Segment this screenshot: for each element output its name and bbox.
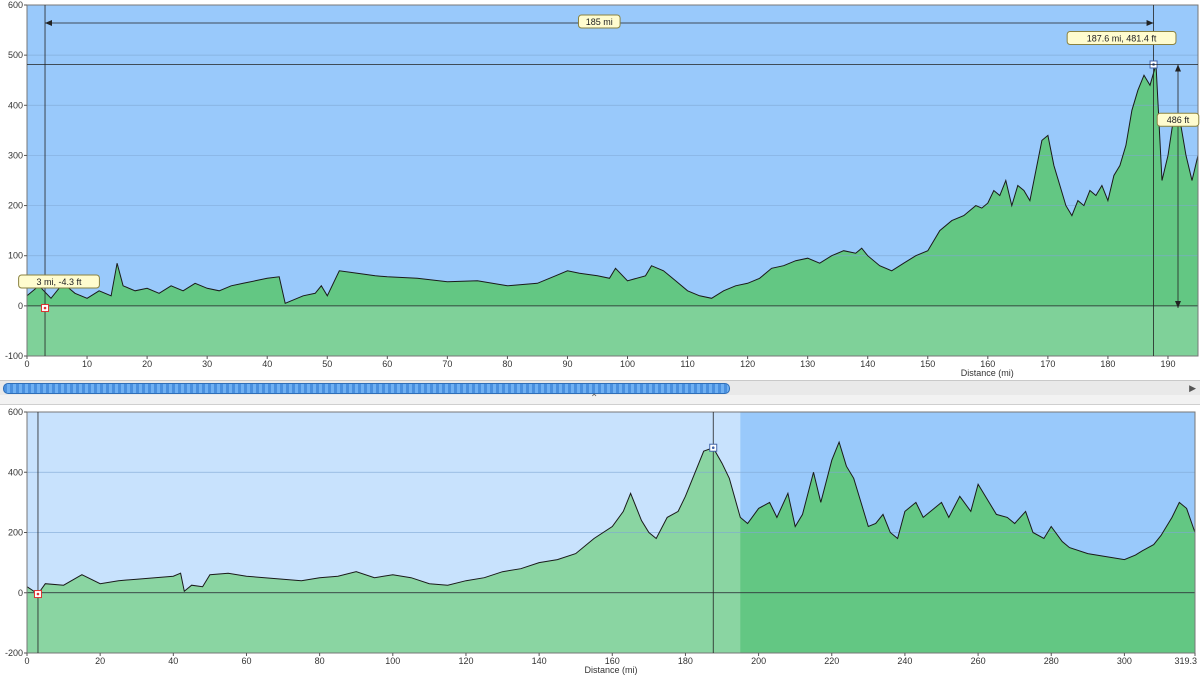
y-tick-label: 0 — [18, 301, 23, 311]
x-tick-label: 110 — [680, 359, 694, 369]
y-tick-label: 300 — [8, 150, 23, 160]
scroll-right-arrow-icon[interactable]: ▶ — [1189, 383, 1196, 393]
span-arrow-right-icon — [1146, 20, 1154, 26]
x-tick-label: 100 — [620, 359, 635, 369]
x-tick-label: 319.3 — [1174, 656, 1197, 666]
y-tick-label: 0 — [18, 588, 23, 598]
x-tick-label: 30 — [202, 359, 212, 369]
scrollbar-thumb[interactable] — [3, 383, 730, 394]
start-point-label: 3 mi, -4.3 ft — [18, 274, 100, 289]
x-tick-label: 180 — [678, 656, 693, 666]
end-point-label-text: 187.6 mi, 481.4 ft — [1087, 33, 1157, 43]
span-label-box — [577, 14, 621, 29]
elevation-line — [26, 64, 1199, 304]
x-tick-label: 10 — [82, 359, 92, 369]
x-tick-label: 220 — [824, 656, 839, 666]
plot-frame — [26, 4, 1199, 357]
x-tick-label: 120 — [458, 656, 473, 666]
start-point-label-text: 3 mi, -4.3 ft — [37, 277, 83, 287]
x-tick-label: 170 — [1040, 359, 1055, 369]
span-label-text: 185 mi — [586, 17, 613, 27]
x-tick-label: 60 — [241, 656, 251, 666]
x-axis-label: Distance (mi) — [584, 665, 637, 675]
horizontal-scrollbar[interactable]: ▶ — [0, 380, 1200, 396]
x-tick-label: 160 — [605, 656, 620, 666]
y-tick-label: 400 — [8, 467, 23, 477]
rise-label-box — [1156, 112, 1200, 127]
x-tick-label: 60 — [382, 359, 392, 369]
x-tick-label: 160 — [980, 359, 995, 369]
x-axis-label: Distance (mi) — [961, 368, 1014, 378]
start-point-label-box — [18, 274, 100, 289]
y-tick-label: -100 — [5, 351, 23, 361]
x-tick-label: 80 — [502, 359, 512, 369]
pane-splitter[interactable]: ⌃ — [0, 393, 1200, 405]
x-tick-label: 300 — [1117, 656, 1132, 666]
elevation-area — [27, 64, 1198, 356]
x-tick-label: 150 — [920, 359, 935, 369]
x-tick-label: 40 — [168, 656, 178, 666]
elevation-line — [26, 440, 1196, 595]
x-tick-label: 280 — [1044, 656, 1059, 666]
span-arrow-left-icon — [45, 20, 53, 26]
end-point-label-box — [1066, 30, 1177, 45]
end-marker-dot — [711, 446, 715, 450]
x-tick-label: 50 — [322, 359, 332, 369]
start-marker-dot — [43, 306, 47, 310]
x-tick-label: 70 — [442, 359, 452, 369]
x-tick-label: 200 — [751, 656, 766, 666]
span-label: 185 mi — [577, 14, 621, 29]
x-tick-label: 180 — [1100, 359, 1115, 369]
y-tick-label: 500 — [8, 50, 23, 60]
below-zero-band — [27, 305, 1198, 356]
splitter-grip-icon[interactable]: ⌃ — [590, 393, 599, 404]
rise-label: 486 ft — [1156, 112, 1200, 127]
x-tick-label: 40 — [262, 359, 272, 369]
x-tick-label: 140 — [532, 656, 547, 666]
x-tick-label: 90 — [562, 359, 572, 369]
x-tick-label: 0 — [24, 656, 29, 666]
elevation-area — [27, 442, 1195, 653]
x-tick-label: 80 — [315, 656, 325, 666]
end-point-label: 187.6 mi, 481.4 ft — [1066, 30, 1177, 45]
y-tick-label: 600 — [8, 0, 23, 10]
y-tick-label: 400 — [8, 100, 23, 110]
start-marker-dot — [36, 592, 40, 596]
y-tick-label: 600 — [8, 407, 23, 417]
x-tick-label: 0 — [24, 359, 29, 369]
x-tick-label: 20 — [95, 656, 105, 666]
rise-arrow-up-icon — [1175, 64, 1181, 72]
x-tick-label: 190 — [1160, 359, 1175, 369]
x-tick-label: 260 — [971, 656, 986, 666]
x-tick-label: 240 — [897, 656, 912, 666]
y-tick-label: 200 — [8, 201, 23, 211]
x-tick-label: 100 — [385, 656, 400, 666]
x-tick-label: 120 — [740, 359, 755, 369]
y-tick-label: -200 — [5, 648, 23, 658]
x-tick-label: 140 — [860, 359, 875, 369]
x-tick-label: 20 — [142, 359, 152, 369]
y-tick-label: 200 — [8, 528, 23, 538]
x-tick-label: 130 — [800, 359, 815, 369]
rise-label-text: 486 ft — [1167, 115, 1190, 125]
y-tick-label: 100 — [8, 251, 23, 261]
rise-arrow-down-icon — [1175, 301, 1181, 309]
